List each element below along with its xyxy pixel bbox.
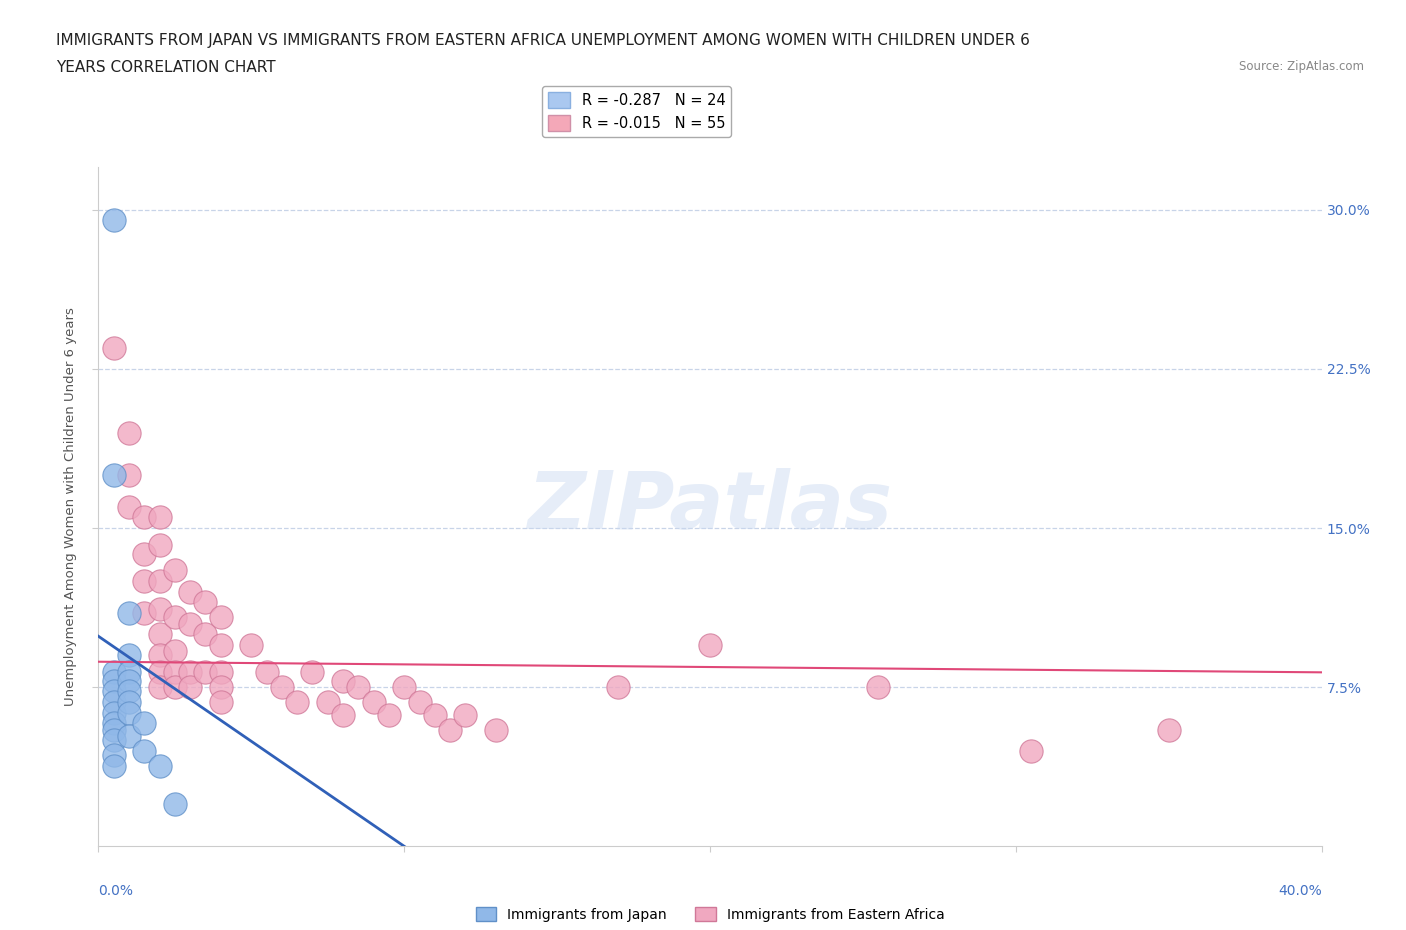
Point [163, 563, 186, 578]
Point [301, 665, 323, 680]
Point [607, 680, 630, 695]
Point [868, 680, 890, 695]
Point [118, 673, 141, 688]
Point [209, 665, 232, 680]
Point [439, 723, 461, 737]
Point [103, 758, 125, 773]
Point [392, 680, 416, 695]
Y-axis label: Unemployment Among Women with Children Under 6 years: Unemployment Among Women with Children U… [63, 308, 77, 706]
Point [134, 743, 156, 758]
Point [347, 680, 370, 695]
Point [103, 684, 125, 698]
Point [163, 665, 186, 680]
Point [194, 627, 217, 642]
Point [179, 616, 201, 631]
Point [134, 716, 156, 731]
Point [118, 728, 141, 743]
Point [194, 665, 217, 680]
Point [149, 574, 172, 589]
Text: Source: ZipAtlas.com: Source: ZipAtlas.com [1239, 60, 1364, 73]
Point [1019, 743, 1042, 758]
Point [103, 665, 125, 680]
Point [209, 680, 232, 695]
Point [256, 665, 278, 680]
Point [103, 213, 125, 228]
Point [134, 510, 156, 525]
Point [134, 546, 156, 561]
Point [163, 680, 186, 695]
Point [118, 648, 141, 663]
Point [149, 758, 172, 773]
Text: 40.0%: 40.0% [1278, 884, 1322, 897]
Point [363, 695, 385, 710]
Point [149, 602, 172, 617]
Point [103, 695, 125, 710]
Point [118, 425, 141, 440]
Point [454, 708, 477, 723]
Text: IMMIGRANTS FROM JAPAN VS IMMIGRANTS FROM EASTERN AFRICA UNEMPLOYMENT AMONG WOMEN: IMMIGRANTS FROM JAPAN VS IMMIGRANTS FROM… [56, 33, 1031, 47]
Point [316, 695, 339, 710]
Text: ZIPatlas: ZIPatlas [527, 468, 893, 546]
Point [103, 673, 125, 688]
Point [118, 605, 141, 620]
Point [270, 680, 292, 695]
Point [209, 610, 232, 625]
Point [1157, 723, 1180, 737]
Point [332, 673, 354, 688]
Point [163, 644, 186, 658]
Point [134, 574, 156, 589]
Point [699, 637, 721, 652]
Point [118, 705, 141, 720]
Point [179, 665, 201, 680]
Point [103, 705, 125, 720]
Point [179, 680, 201, 695]
Point [149, 680, 172, 695]
Point [149, 538, 172, 552]
Point [149, 665, 172, 680]
Point [103, 468, 125, 483]
Point [378, 708, 401, 723]
Point [134, 605, 156, 620]
Point [332, 708, 354, 723]
Point [209, 695, 232, 710]
Point [149, 510, 172, 525]
Point [485, 723, 508, 737]
Point [163, 796, 186, 811]
Point [163, 610, 186, 625]
Point [118, 695, 141, 710]
Text: 0.0%: 0.0% [98, 884, 134, 897]
Point [118, 499, 141, 514]
Point [179, 584, 201, 599]
Text: YEARS CORRELATION CHART: YEARS CORRELATION CHART [56, 60, 276, 75]
Legend: R = -0.287   N = 24, R = -0.015   N = 55: R = -0.287 N = 24, R = -0.015 N = 55 [543, 86, 731, 138]
Point [118, 468, 141, 483]
Point [240, 637, 263, 652]
Point [209, 637, 232, 652]
Point [423, 708, 446, 723]
Point [103, 723, 125, 737]
Point [103, 716, 125, 731]
Point [149, 627, 172, 642]
Point [408, 695, 430, 710]
Point [103, 340, 125, 355]
Point [285, 695, 308, 710]
Point [103, 733, 125, 748]
Point [118, 684, 141, 698]
Point [103, 748, 125, 763]
Point [194, 595, 217, 610]
Point [149, 648, 172, 663]
Point [118, 665, 141, 680]
